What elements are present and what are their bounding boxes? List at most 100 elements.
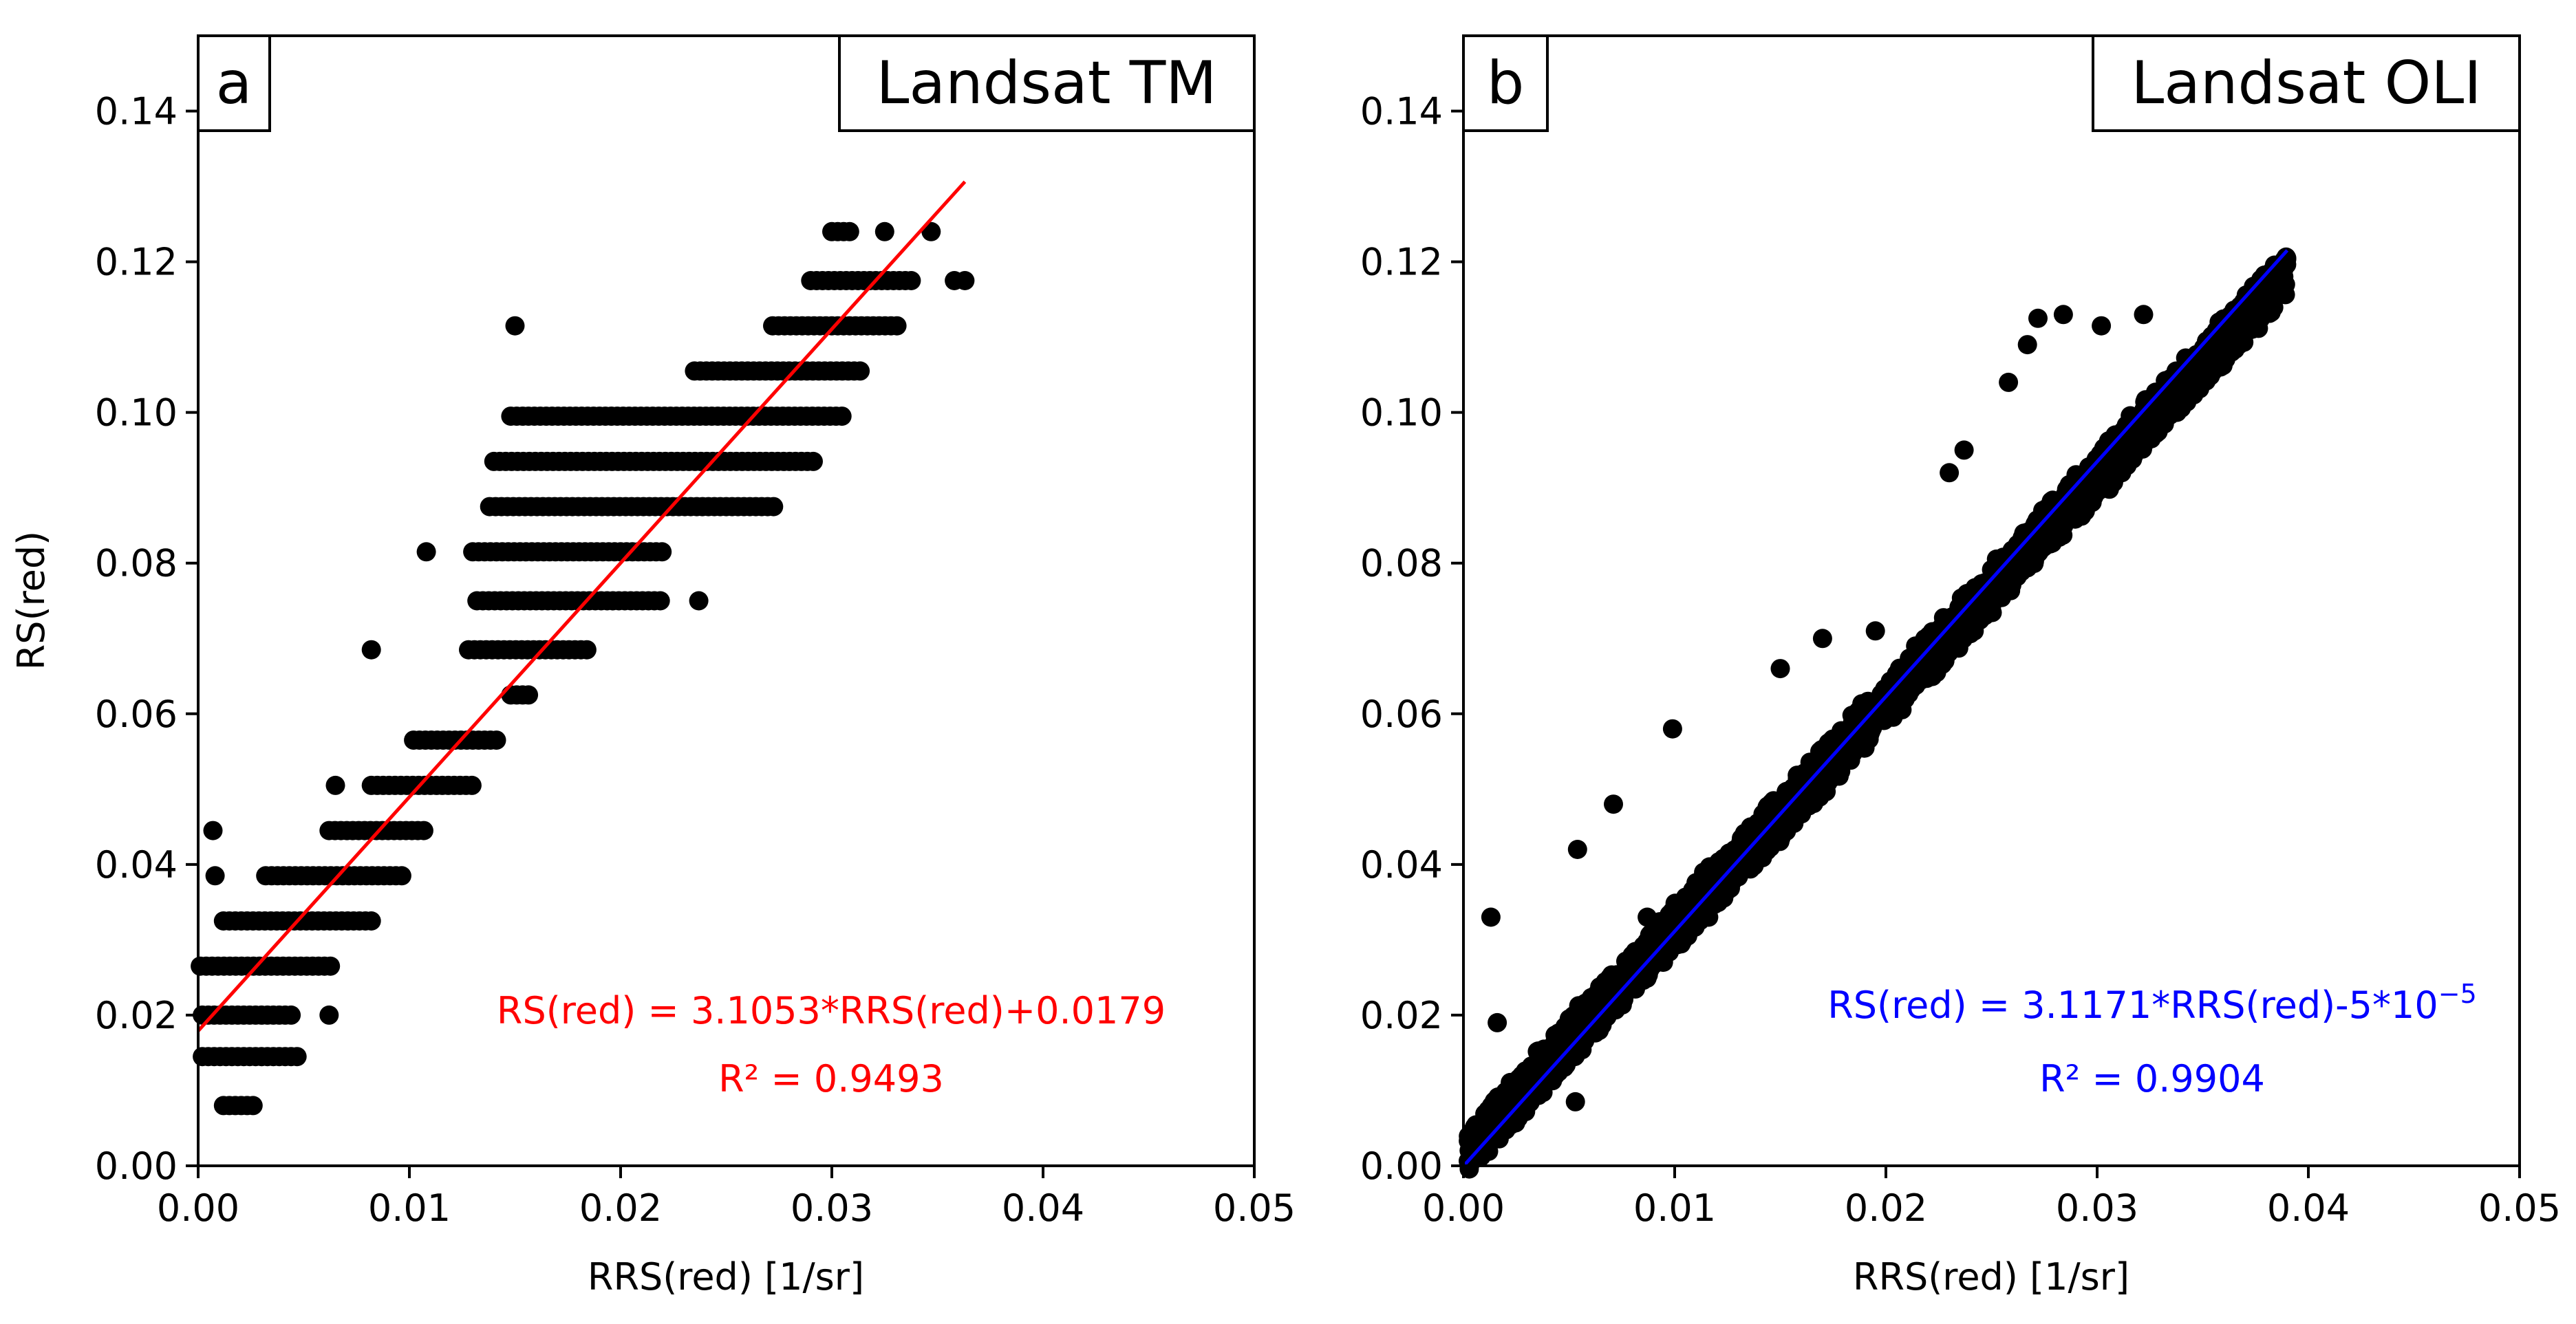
data-point: [1638, 907, 1657, 927]
data-point: [650, 591, 670, 611]
data-point: [652, 542, 672, 562]
x-tick-label: 0.05: [2478, 1186, 2561, 1230]
data-point: [2156, 371, 2176, 391]
data-point: [1482, 1103, 1502, 1123]
data-point: [955, 271, 975, 290]
panel-b-x-ticks: 0.00 0.01 0.02 0.03 0.04 0.05: [1422, 1166, 2561, 1230]
data-point: [850, 361, 870, 381]
panel-a-label-box: [197, 34, 271, 132]
data-point: [1914, 660, 1934, 680]
panel-a-axes-frame: [197, 34, 1256, 1167]
data-point: [1565, 1092, 1585, 1111]
data-point: [1611, 995, 1631, 1014]
y-tick-label: 0.04: [95, 843, 178, 887]
x-tick-label: 0.05: [1213, 1186, 1296, 1230]
data-point: [1673, 924, 1693, 943]
x-tick-label: 0.02: [1845, 1186, 1927, 1230]
data-point: [414, 821, 433, 840]
data-point: [2215, 332, 2235, 352]
panel-a-equation: RS(red) = 3.1053*RRS(red)+0.0179: [497, 989, 1166, 1032]
y-tick-label: 0.08: [95, 542, 178, 585]
panel-a-y-ticks: 0.00 0.02 0.04 0.06 0.08 0.10 0.12 0.14: [95, 90, 198, 1188]
y-tick-label: 0.14: [1360, 90, 1443, 133]
data-point: [462, 775, 482, 795]
data-point: [1726, 848, 1746, 868]
data-point: [1865, 621, 1885, 641]
data-point: [1602, 975, 1621, 995]
y-tick-label: 0.10: [1360, 391, 1443, 435]
data-point: [1885, 691, 1904, 710]
data-point: [2146, 415, 2166, 435]
data-point: [1999, 372, 2019, 392]
data-point: [2046, 528, 2065, 547]
data-point: [1788, 766, 1807, 785]
data-point: [325, 775, 345, 795]
data-point: [391, 866, 411, 886]
x-tick-label: 0.04: [1002, 1186, 1084, 1230]
data-point: [2104, 439, 2124, 459]
y-tick-label: 0.02: [95, 994, 178, 1037]
data-point: [1662, 904, 1682, 924]
data-point: [1883, 707, 1903, 727]
x-tick-label: 0.04: [2267, 1186, 2350, 1230]
data-point: [689, 591, 709, 611]
data-point: [2185, 358, 2204, 378]
panel-a-ylabel: RS(red): [10, 531, 53, 670]
y-tick-label: 0.14: [95, 90, 178, 133]
data-point: [1502, 1080, 1522, 1100]
data-point: [901, 271, 921, 290]
panel-b-xlabel: RRS(red) [1/sr]: [1853, 1255, 2129, 1299]
data-point: [203, 821, 223, 840]
panel-a-xlabel: RRS(red) [1/sr]: [588, 1255, 864, 1299]
panel-a-points: [191, 221, 975, 1116]
data-point: [2184, 372, 2204, 392]
data-point: [519, 685, 539, 705]
data-point: [2053, 305, 2073, 325]
data-point: [1643, 925, 1662, 945]
panel-b: 0.00 0.01 0.02 0.03 0.04 0.05 0.000.020.040.0…: [1360, 34, 2561, 1299]
y-tick-label: 0.04: [1360, 843, 1443, 887]
data-point: [505, 316, 525, 336]
data-point: [1818, 763, 1838, 783]
data-point: [1849, 702, 1868, 721]
panel-a-sensor-label: Landsat TM: [876, 49, 1216, 118]
y-tick-label: 0.00: [1360, 1144, 1443, 1188]
data-point: [1481, 907, 1501, 927]
data-point: [2240, 318, 2260, 338]
data-point: [1932, 651, 1952, 671]
data-point: [205, 866, 225, 886]
data-point: [764, 497, 784, 517]
data-point: [2094, 473, 2114, 492]
data-point: [1995, 567, 2015, 587]
x-tick-label: 0.01: [368, 1186, 451, 1230]
data-point: [832, 406, 852, 426]
y-tick-label: 0.06: [95, 693, 178, 736]
panel-b-sensor-label: Landsat OLI: [2131, 49, 2481, 118]
data-point: [2028, 308, 2048, 328]
data-point: [1966, 598, 1986, 618]
data-point: [1695, 902, 1715, 922]
data-point: [1662, 719, 1682, 739]
x-tick-label: 0.00: [1422, 1186, 1505, 1230]
data-point: [1763, 799, 1783, 818]
panel-b-fit-line: [1462, 249, 2289, 1168]
data-point: [1834, 723, 1854, 743]
y-tick-label: 0.08: [1360, 542, 1443, 585]
data-point: [1460, 1136, 1480, 1155]
data-point: [243, 1096, 263, 1116]
data-point: [1569, 1035, 1589, 1055]
data-point: [2021, 545, 2041, 565]
data-point: [1488, 1012, 1507, 1032]
data-point: [1559, 1017, 1578, 1037]
panel-b-equation-exponent: −5: [2438, 979, 2477, 1009]
data-point: [319, 1005, 339, 1025]
data-point: [1677, 893, 1697, 913]
data-point: [2134, 305, 2154, 325]
x-tick-label: 0.00: [157, 1186, 239, 1230]
x-tick-label: 0.01: [1633, 1186, 1716, 1230]
panel-a-r2: R² = 0.9493: [718, 1057, 944, 1100]
data-point: [1518, 1077, 1538, 1097]
panel-b-label-box: [1462, 34, 1549, 132]
